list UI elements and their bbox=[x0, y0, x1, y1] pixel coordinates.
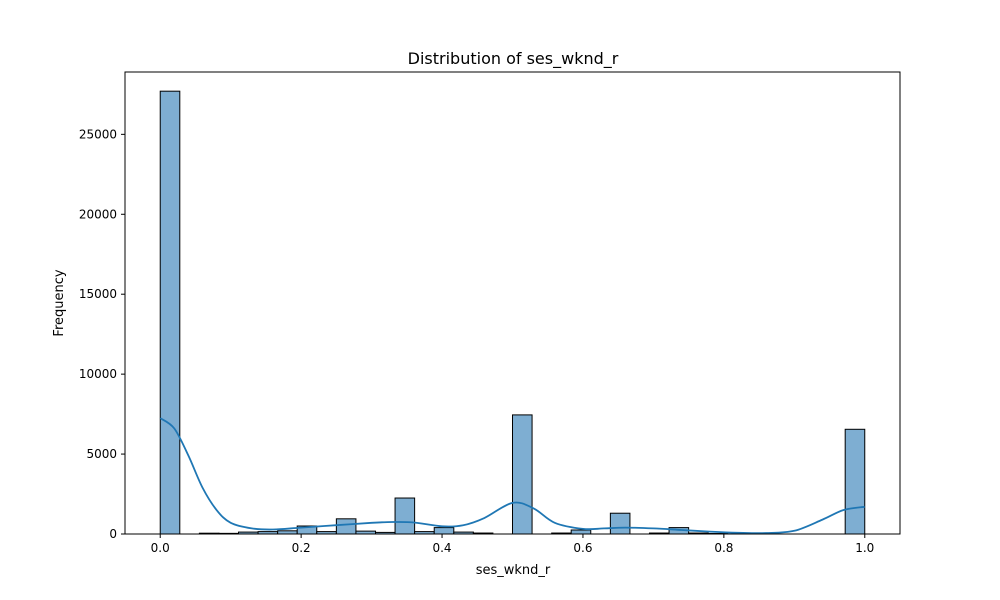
histogram-bar bbox=[335, 518, 357, 535]
x-axis-label: ses_wknd_r bbox=[476, 563, 551, 578]
x-tick-label: 0.6 bbox=[573, 541, 592, 555]
histogram-bar bbox=[159, 90, 181, 535]
chart-title: Distribution of ses_wknd_r bbox=[408, 49, 619, 69]
bars-group bbox=[159, 90, 866, 535]
histogram-bar bbox=[844, 428, 866, 535]
histogram-bar bbox=[570, 529, 592, 535]
histogram-bar bbox=[512, 414, 533, 535]
x-axis: 0.0 0.2 0.4 0.6 0.8 1.0 bbox=[151, 534, 874, 555]
x-tick-label: 0.4 bbox=[432, 541, 451, 555]
x-tick-label: 0.2 bbox=[292, 541, 311, 555]
y-tick-label: 25000 bbox=[79, 127, 117, 141]
x-tick-label: 0.0 bbox=[151, 541, 170, 555]
histogram-bar bbox=[609, 512, 631, 535]
histogram-bar bbox=[394, 497, 416, 535]
y-tick-label: 10000 bbox=[79, 367, 117, 381]
y-axis: 0 5000 10000 15000 20000 25000 bbox=[79, 127, 125, 541]
kde-group bbox=[159, 417, 865, 535]
kde-line bbox=[159, 417, 865, 535]
y-tick-label: 0 bbox=[109, 527, 117, 541]
y-axis-label: Frequency bbox=[52, 269, 67, 336]
y-tick-label: 15000 bbox=[79, 287, 117, 301]
plot-frame bbox=[124, 71, 901, 535]
y-tick-label: 5000 bbox=[86, 447, 117, 461]
x-tick-label: 1.0 bbox=[855, 541, 874, 555]
x-tick-label: 0.8 bbox=[714, 541, 733, 555]
y-tick-label: 20000 bbox=[79, 207, 117, 221]
histogram-bar bbox=[433, 527, 455, 535]
